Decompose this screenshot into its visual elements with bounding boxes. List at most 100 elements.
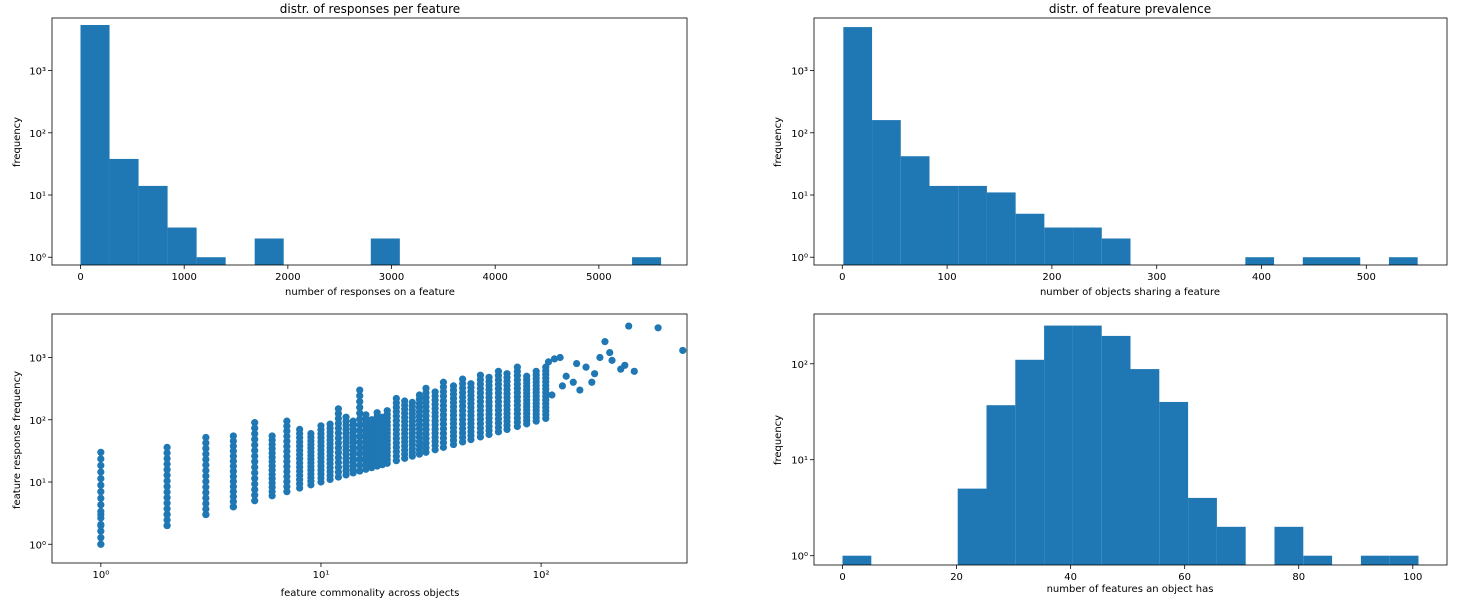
histogram-bar [843, 27, 873, 266]
histogram-bar [1044, 325, 1073, 565]
plot-frame [813, 17, 1448, 266]
scatter-point [97, 474, 105, 483]
scatter-point [467, 380, 475, 388]
scatter-point [251, 485, 259, 494]
scatter-point [356, 438, 364, 446]
scatter-point [97, 540, 105, 548]
histogram-feature-prevalence: distr. of feature prevalence number of o… [773, 2, 1448, 298]
scatter-point [356, 455, 364, 464]
x-tick-label: 80 [1292, 572, 1305, 583]
scatter-point [356, 467, 364, 475]
x-tick-label: 10⁰ [92, 570, 109, 581]
scatter-point [251, 497, 259, 505]
scatter-point [229, 467, 237, 475]
scatter-point [630, 367, 638, 375]
y-tick-label: 10³ [29, 67, 46, 78]
x-tick-label: 10¹ [313, 570, 330, 581]
scatter-point [422, 384, 430, 392]
x-tick-label: 10² [533, 570, 550, 581]
histogram-bar [986, 405, 1016, 565]
scatter-point [163, 499, 171, 507]
scatter-point [202, 477, 210, 486]
scatter-point [326, 420, 334, 428]
x-tick-label: 1000 [171, 272, 196, 283]
scatter-point [408, 398, 416, 407]
scatter-point [356, 409, 364, 417]
scatter-point [625, 322, 633, 330]
histogram-bar [196, 257, 226, 265]
x-tick-label: 60 [1178, 572, 1191, 583]
scatter-point [283, 457, 291, 466]
scatter-point [229, 432, 237, 440]
scatter-point [229, 482, 237, 491]
x-tick-label: 500 [1357, 272, 1376, 283]
scatter-point [356, 398, 364, 406]
scatter-point [459, 375, 467, 383]
x-tick-label: 400 [1252, 272, 1271, 283]
scatter-point [558, 382, 567, 390]
scatter-point [283, 488, 291, 496]
scatter-point [202, 466, 210, 475]
scatter-point [202, 505, 210, 513]
x-tick-label: 5000 [586, 272, 611, 283]
histogram-bar [1389, 555, 1419, 565]
scatter-point [283, 437, 291, 445]
x-tick-label: 20 [950, 572, 963, 583]
scatter-point [591, 370, 599, 378]
scatter-point [251, 452, 259, 460]
histogram-bar [370, 238, 400, 265]
scatter-point [283, 477, 291, 486]
x-tick-label: 2000 [275, 272, 300, 283]
scatter-point [163, 477, 171, 485]
scatter-point [202, 494, 210, 502]
scatter-point [202, 455, 210, 464]
scatter-point [356, 386, 364, 394]
scatter-point [97, 494, 105, 502]
x-tick-label: 100 [1403, 572, 1422, 583]
scatter-point [229, 487, 237, 496]
scatter-point [268, 432, 276, 440]
y-tick-label: 10¹ [791, 456, 808, 467]
x-axis-label: number of responses on a feature [285, 287, 455, 298]
scatter-point [532, 367, 540, 375]
histogram-bar [958, 185, 987, 265]
scatter-point [362, 411, 370, 419]
x-tick-label: 4000 [482, 272, 507, 283]
scatter-point [202, 433, 210, 442]
histogram-bar [1216, 526, 1246, 565]
scatter-point [654, 324, 662, 332]
x-tick-label: 0 [839, 272, 845, 283]
histogram-bar [842, 555, 872, 565]
scatter-point [349, 417, 357, 425]
scatter-point [503, 370, 511, 378]
scatter-commonality-vs-frequency: feature commonality across objects featu… [12, 313, 688, 599]
histogram-bar [1130, 369, 1160, 565]
chart-title: distr. of feature prevalence [1049, 2, 1211, 16]
scatter-point [229, 493, 237, 501]
y-tick-label: 10³ [791, 67, 808, 78]
scatter-point [229, 437, 237, 445]
scatter-point [229, 442, 237, 450]
histogram-bar [138, 185, 168, 265]
chart-title: distr. of responses per feature [280, 2, 460, 16]
scatter-point [415, 391, 424, 399]
histogram-bar [1159, 401, 1189, 565]
scatter-point [356, 444, 364, 452]
scatter-point [163, 516, 171, 524]
scatter-point [229, 472, 237, 481]
scatter-point [202, 510, 210, 519]
scatter-point [485, 373, 493, 381]
scatter-point [229, 503, 237, 511]
scatter-point [523, 372, 531, 380]
scatter-point [163, 449, 171, 457]
scatter-point [588, 378, 596, 386]
scatter-point [97, 455, 105, 463]
histogram-bar [1388, 257, 1418, 265]
scatter-point [163, 443, 171, 451]
histogram-bar [1331, 257, 1361, 265]
scatter-point [356, 392, 364, 400]
scatter-point [251, 491, 259, 499]
y-tick-label: 10³ [29, 354, 46, 365]
scatter-point [251, 458, 259, 466]
